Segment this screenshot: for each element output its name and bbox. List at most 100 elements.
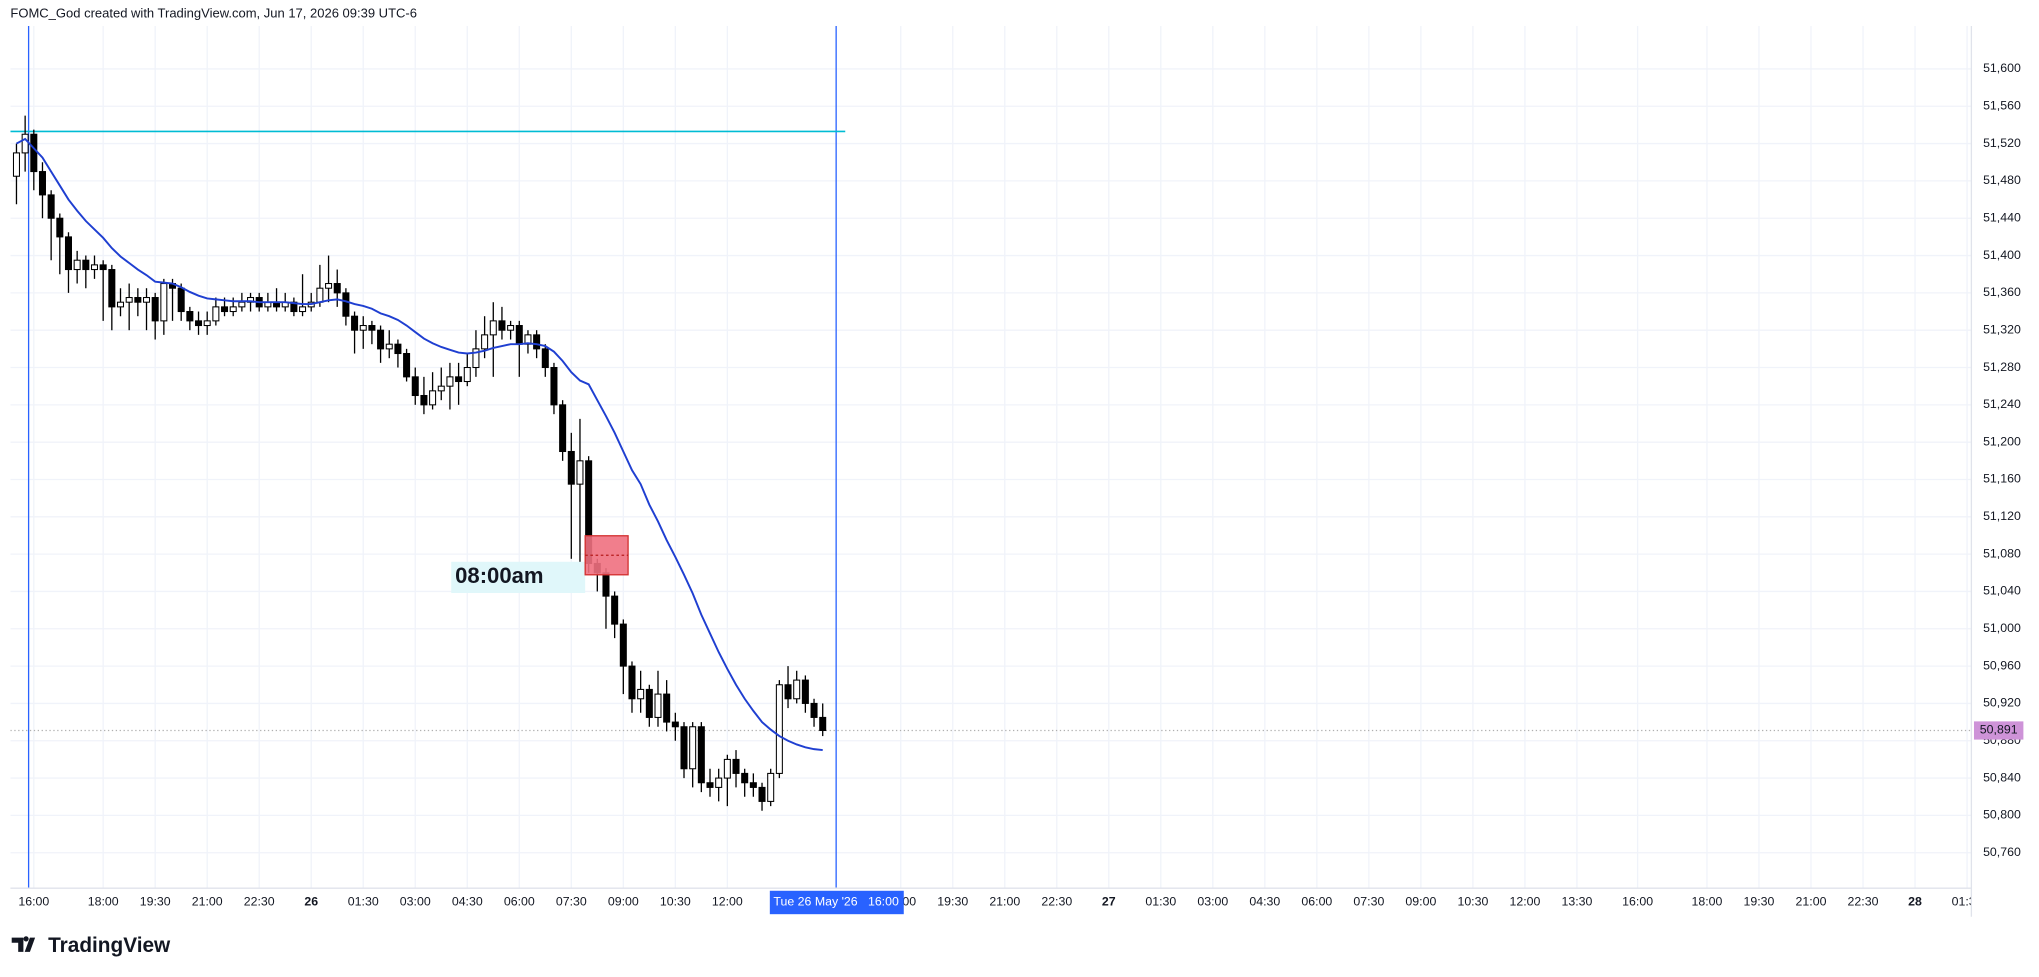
x-tick-label: 07:30 — [1353, 895, 1384, 909]
candle-body — [741, 772, 749, 784]
candle-body — [142, 297, 151, 303]
x-tick-label: 26 — [304, 895, 318, 909]
candle-body — [116, 301, 125, 308]
candle-body — [99, 264, 107, 271]
x-tick-label: 07:30 — [556, 895, 587, 909]
candle-body — [689, 726, 697, 770]
candle-body — [351, 315, 359, 331]
price-axis: 50,76050,80050,84050,88050,92050,96051,0… — [1973, 61, 2024, 859]
candle-body — [680, 726, 688, 770]
candle-body — [801, 679, 809, 704]
y-tick-label: 51,480 — [1983, 173, 2021, 187]
y-tick-label: 51,240 — [1983, 397, 2021, 411]
candle-body — [611, 595, 619, 625]
x-tick-label: 13:30 — [1561, 895, 1592, 909]
y-tick-label: 50,960 — [1983, 658, 2021, 672]
candle-body — [212, 306, 220, 322]
candle-body — [749, 782, 757, 788]
candle-body — [697, 726, 705, 784]
red-box — [584, 535, 629, 576]
candle-body — [377, 329, 385, 350]
candle-body — [706, 782, 714, 788]
y-tick-label: 51,080 — [1983, 546, 2021, 560]
candle-body — [151, 297, 159, 322]
candle-body — [47, 194, 55, 219]
x-tick-label: 12:00 — [1509, 895, 1540, 909]
candle-body — [420, 394, 428, 406]
candle-body — [38, 171, 46, 196]
x-tick-label: 19:30 — [1744, 895, 1775, 909]
candle-body — [73, 259, 81, 271]
candle-body — [325, 283, 333, 289]
candle-body — [541, 348, 549, 369]
candle-body — [403, 353, 411, 378]
candle-body — [533, 334, 541, 350]
annotation-text: 08:00am — [455, 563, 543, 588]
candle-body — [723, 758, 731, 779]
footer-logo: TradingView — [11, 934, 171, 957]
candle-body — [56, 217, 64, 238]
x-tick-label: 10:30 — [660, 895, 691, 909]
candle-body — [819, 716, 827, 732]
annotation-background — [451, 561, 586, 593]
x-tick-label: 09:00 — [608, 895, 639, 909]
candle-body — [602, 572, 610, 597]
x-tick-label: 16:00 — [18, 895, 49, 909]
x-tick-label: 27 — [1102, 895, 1116, 909]
logo-icon — [11, 936, 36, 952]
x-tick-label: 12:00 — [712, 895, 743, 909]
candle-body — [481, 334, 489, 350]
candle-body — [429, 390, 437, 406]
candle-body — [177, 287, 185, 313]
x-tick-label: 22:30 — [244, 895, 275, 909]
y-tick-label: 50,840 — [1983, 770, 2021, 784]
x-tick-label: 06:00 — [1301, 895, 1332, 909]
y-tick-label: 51,200 — [1983, 434, 2021, 448]
candle-body — [385, 343, 393, 350]
candle-body — [333, 283, 341, 294]
x-tick-label: 04:30 — [1249, 895, 1280, 909]
candle-body — [125, 297, 133, 303]
candle-body — [64, 236, 72, 271]
candle-body — [671, 721, 679, 728]
candle-body — [619, 623, 627, 667]
y-tick-label: 51,120 — [1983, 509, 2021, 523]
candle-body — [160, 283, 168, 322]
candle-body — [359, 325, 367, 331]
annotation: 08:00am — [451, 561, 586, 593]
x-tick-label: 01:30 — [1145, 895, 1176, 909]
x-tick-label: 03:00 — [1197, 895, 1228, 909]
candle-body — [446, 376, 454, 387]
candle-body — [394, 343, 402, 355]
y-tick-label: 51,280 — [1983, 360, 2021, 374]
candle-body — [12, 152, 20, 177]
candle-body — [186, 311, 194, 322]
x-tick-label: 01:30 — [348, 895, 379, 909]
y-tick-label: 51,400 — [1983, 248, 2021, 262]
candle-body — [195, 320, 203, 327]
candle-body — [576, 460, 584, 485]
candle-body — [299, 306, 307, 313]
candle-body — [550, 366, 558, 406]
y-tick-label: 51,440 — [1983, 210, 2021, 224]
x-tick-label: 28 — [1908, 895, 1922, 909]
candle-body — [229, 306, 237, 313]
candle-body — [82, 259, 90, 271]
candle-body — [515, 325, 523, 345]
candle-body — [498, 320, 506, 331]
x-tick-label: 16:00 — [1622, 895, 1653, 909]
candle-body — [134, 297, 142, 303]
candle-body — [463, 366, 471, 383]
crosshair-time-label: Tue 26 May '26 16:00 — [769, 890, 904, 915]
candle-body — [507, 325, 515, 331]
candle-body — [628, 665, 636, 700]
x-tick-label: 06:00 — [504, 895, 535, 909]
plot — [10, 115, 1972, 811]
candle-body — [559, 404, 567, 453]
candle-body — [455, 376, 463, 383]
y-tick-label: 51,320 — [1983, 322, 2021, 336]
candle-body — [368, 325, 376, 331]
grid — [10, 26, 1972, 889]
x-tick-label: 18:00 — [88, 895, 119, 909]
